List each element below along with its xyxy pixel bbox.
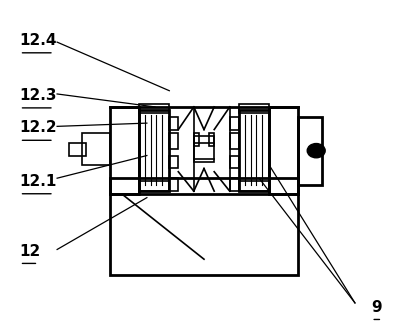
Bar [139, 104, 169, 113]
Bar [230, 156, 239, 168]
Bar [82, 133, 110, 165]
Bar [239, 104, 269, 113]
Bar [169, 178, 178, 191]
Bar [110, 107, 139, 194]
Bar [298, 117, 322, 185]
Bar [169, 156, 178, 168]
Bar [209, 133, 214, 146]
Text: 12.3: 12.3 [20, 88, 57, 103]
Text: 12.1: 12.1 [20, 174, 57, 189]
Bar [169, 133, 178, 149]
Bar [139, 181, 169, 191]
Text: 12: 12 [20, 244, 41, 259]
Bar [239, 181, 269, 191]
Bar [69, 143, 86, 156]
Bar [230, 178, 239, 191]
Text: 12.4: 12.4 [20, 33, 57, 48]
Bar [194, 133, 199, 146]
Bar [230, 117, 239, 130]
Bar [230, 133, 239, 149]
Bar [194, 136, 214, 162]
Circle shape [307, 144, 325, 158]
Bar [239, 110, 269, 191]
Bar [169, 117, 178, 130]
Bar [139, 110, 169, 191]
Text: 12.2: 12.2 [20, 121, 57, 135]
Bar [269, 107, 298, 194]
Text: 9: 9 [371, 300, 382, 315]
Bar [110, 178, 298, 275]
